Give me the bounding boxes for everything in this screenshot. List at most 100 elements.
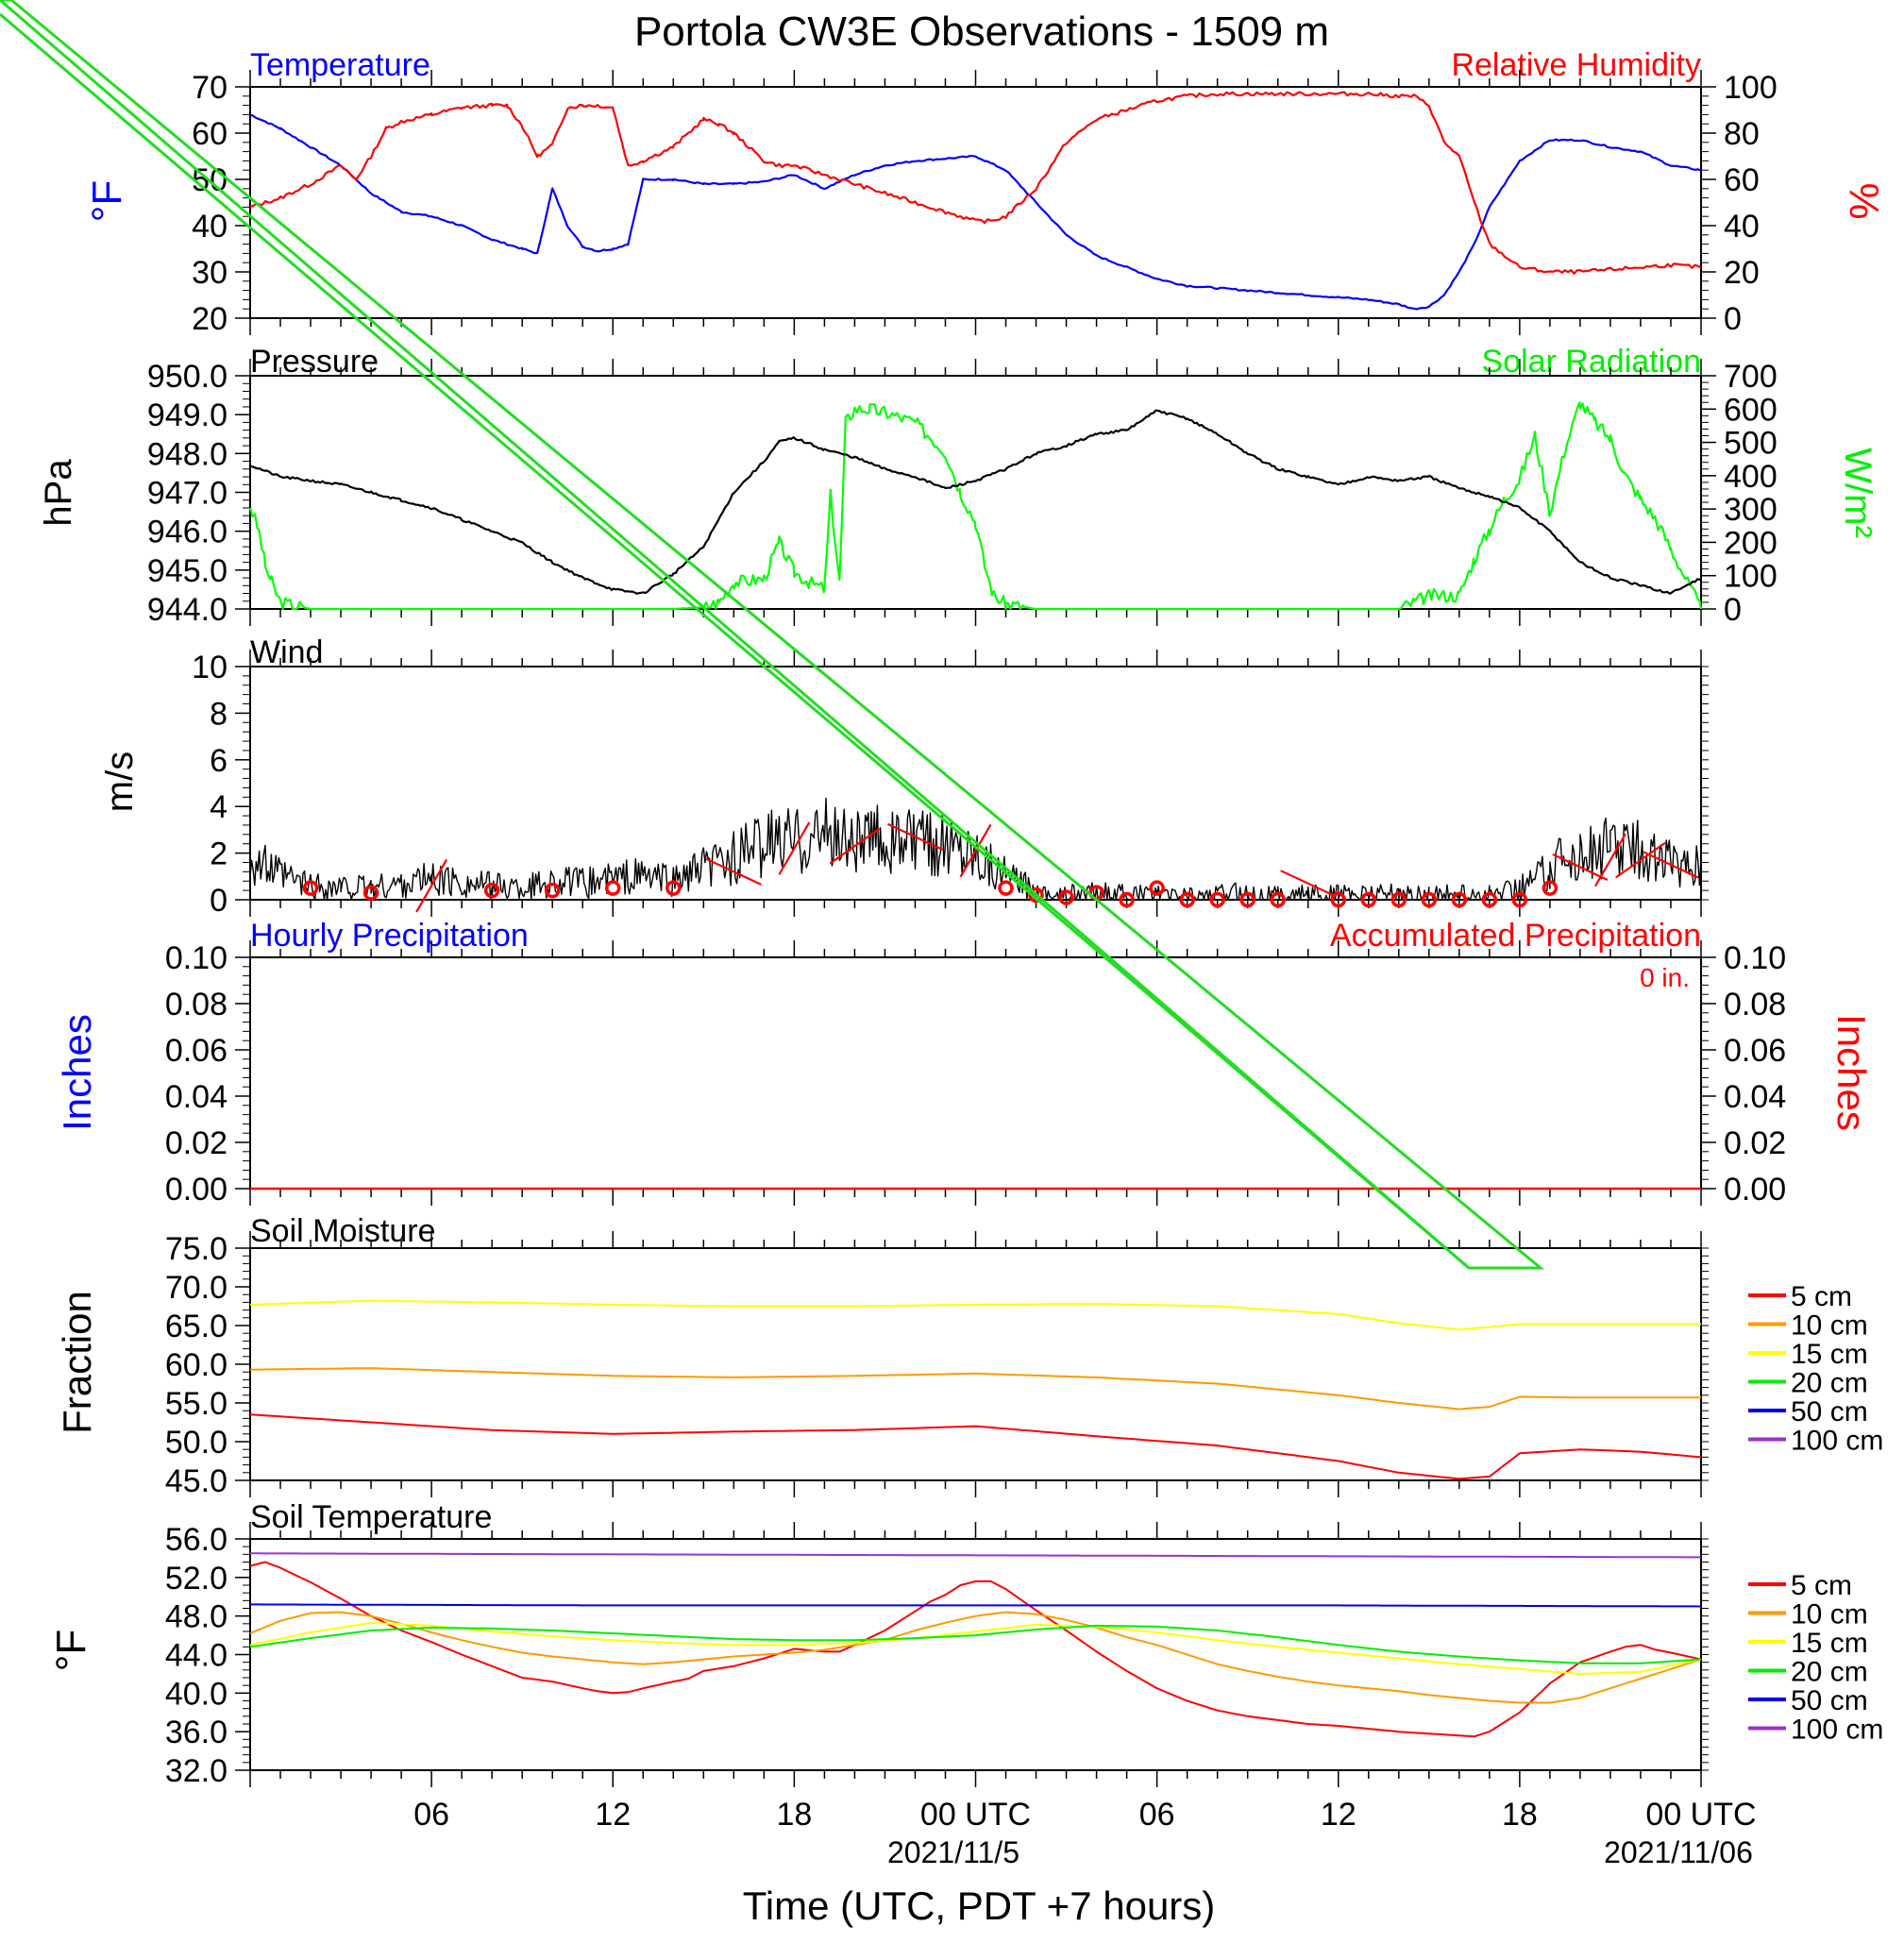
wind-barb bbox=[959, 823, 992, 878]
wind-calm-marker bbox=[1481, 891, 1498, 908]
temperature-line bbox=[249, 113, 1702, 311]
pressure-unit: hPa bbox=[38, 459, 79, 527]
left-tick-temp_rh: 70 bbox=[192, 70, 227, 106]
left-tick-wind: 4 bbox=[210, 789, 227, 825]
soil-temp-unit: °F bbox=[48, 1630, 94, 1671]
right-tick-pressure_solar: 400 bbox=[1724, 459, 1778, 495]
panel-frame-temp_rh bbox=[249, 86, 1702, 319]
wind-barb bbox=[829, 827, 881, 865]
panel-frame-pressure_solar bbox=[249, 375, 1702, 610]
left-tick-temp_rh: 40 bbox=[192, 209, 227, 245]
wind-barb bbox=[1593, 833, 1626, 887]
hourly-precip-label: Hourly Precipitation bbox=[250, 918, 529, 954]
right-tick-pressure_solar: 100 bbox=[1724, 559, 1778, 595]
right-tick-precip: 0.06 bbox=[1724, 1033, 1786, 1069]
diagonal-overlay-line bbox=[0, 12, 1470, 1270]
right-tick-precip: 0.02 bbox=[1724, 1125, 1786, 1161]
right-tick-temp_rh: 40 bbox=[1724, 209, 1760, 245]
left-tick-soil_temp: 32.0 bbox=[165, 1753, 227, 1789]
right-tick-temp_rh: 100 bbox=[1724, 70, 1778, 106]
wind-barb bbox=[415, 858, 448, 913]
panel-frame-precip bbox=[249, 956, 1702, 1190]
soil-moisture-line-3 bbox=[249, 1299, 1701, 1331]
x-tick-label: 12 bbox=[595, 1797, 631, 1833]
right-tick-pressure_solar: 700 bbox=[1724, 359, 1778, 395]
wind-calm-marker bbox=[1270, 891, 1286, 908]
right-tick-pressure_solar: 600 bbox=[1724, 392, 1778, 428]
wind-calm-marker bbox=[1058, 889, 1074, 905]
plot-layer: 706050403020100806040200950.0949.0948.09… bbox=[0, 0, 1883, 1833]
x-axis-title: Time (UTC, PDT +7 hours) bbox=[743, 1884, 1216, 1928]
date-label-1: 2021/11/5 bbox=[887, 1835, 1019, 1869]
wind-calm-marker bbox=[1542, 880, 1559, 896]
right-tick-temp_rh: 20 bbox=[1724, 255, 1760, 291]
right-tick-pressure_solar: 200 bbox=[1724, 525, 1778, 561]
soil-temp-label: Soil Temperature bbox=[250, 1499, 492, 1535]
soil-moisture-label: Soil Moisture bbox=[250, 1213, 436, 1249]
legend-entry: 100 cm bbox=[1791, 1715, 1883, 1746]
soil-temp-line-2 bbox=[249, 1611, 1702, 1704]
legend-entry: 20 cm bbox=[1791, 1368, 1868, 1399]
x-tick-label: 00 UTC bbox=[920, 1797, 1031, 1833]
pressure-line bbox=[249, 409, 1702, 595]
right-tick-temp_rh: 80 bbox=[1724, 116, 1760, 152]
legend-entry: 50 cm bbox=[1791, 1685, 1868, 1716]
legend-entry: 15 cm bbox=[1791, 1339, 1868, 1370]
x-tick-label: 18 bbox=[776, 1797, 812, 1833]
wind-calm-marker bbox=[302, 880, 319, 896]
left-tick-soil_moisture: 55.0 bbox=[165, 1386, 227, 1422]
legend-entry: 100 cm bbox=[1791, 1426, 1883, 1457]
soil-temp-line-6 bbox=[250, 1552, 1701, 1559]
wind-calm-marker bbox=[1390, 891, 1407, 908]
wind-barb bbox=[705, 857, 762, 886]
pressure-label: Pressure bbox=[250, 344, 379, 380]
soil-moisture-line-1 bbox=[249, 1413, 1702, 1480]
left-tick-precip: 0.06 bbox=[165, 1033, 227, 1069]
wind-calm-marker bbox=[1119, 891, 1135, 908]
left-tick-pressure_solar: 947.0 bbox=[147, 476, 227, 512]
wind-calm-marker bbox=[1360, 891, 1377, 908]
humidity-label: Relative Humidity bbox=[1451, 47, 1701, 83]
wind-calm-marker bbox=[998, 880, 1014, 896]
left-tick-temp_rh: 60 bbox=[192, 116, 227, 152]
precip-right-unit: Inches bbox=[1829, 1014, 1874, 1131]
panel-frame-soil_temp bbox=[249, 1538, 1702, 1771]
left-tick-soil_temp: 48.0 bbox=[165, 1599, 227, 1635]
x-tick-label: 06 bbox=[413, 1797, 449, 1833]
left-tick-pressure_solar: 945.0 bbox=[147, 553, 227, 589]
left-tick-soil_moisture: 75.0 bbox=[165, 1231, 227, 1267]
left-tick-soil_temp: 44.0 bbox=[165, 1638, 227, 1674]
legend-entry: 10 cm bbox=[1791, 1310, 1868, 1342]
x-tick-label: 06 bbox=[1139, 1797, 1175, 1833]
left-tick-soil_temp: 56.0 bbox=[165, 1522, 227, 1558]
right-tick-temp_rh: 60 bbox=[1724, 162, 1760, 198]
wind-calm-marker bbox=[1149, 880, 1165, 896]
x-tick-label: 00 UTC bbox=[1645, 1797, 1756, 1833]
left-tick-soil_temp: 40.0 bbox=[165, 1676, 227, 1712]
right-tick-precip: 0.04 bbox=[1724, 1079, 1786, 1115]
left-tick-precip: 0.08 bbox=[165, 987, 227, 1022]
left-tick-pressure_solar: 944.0 bbox=[147, 592, 227, 628]
right-tick-precip: 0.10 bbox=[1724, 940, 1786, 976]
left-tick-wind: 8 bbox=[210, 696, 227, 732]
soil-temp-line-5 bbox=[250, 1603, 1702, 1608]
humidity-line bbox=[249, 91, 1702, 275]
wind-calm-marker bbox=[544, 882, 561, 899]
left-tick-precip: 0.04 bbox=[165, 1079, 227, 1115]
wind-calm-marker bbox=[1179, 891, 1195, 908]
right-tick-pressure_solar: 0 bbox=[1724, 592, 1742, 628]
temperature-label: Temperature bbox=[250, 47, 430, 83]
right-tick-pressure_solar: 500 bbox=[1724, 426, 1778, 462]
panel-frame-soil_moisture bbox=[249, 1247, 1702, 1481]
right-tick-precip: 0.00 bbox=[1724, 1172, 1786, 1208]
x-tick-label: 18 bbox=[1502, 1797, 1538, 1833]
wind-calm-marker bbox=[666, 880, 682, 896]
left-tick-wind: 2 bbox=[210, 836, 227, 872]
wind-barb bbox=[778, 821, 811, 875]
legend-entry: 5 cm bbox=[1791, 1281, 1852, 1312]
soil-moisture-unit: Fraction bbox=[55, 1291, 99, 1434]
wind-calm-marker bbox=[362, 885, 379, 901]
wind-label: Wind bbox=[250, 634, 323, 670]
